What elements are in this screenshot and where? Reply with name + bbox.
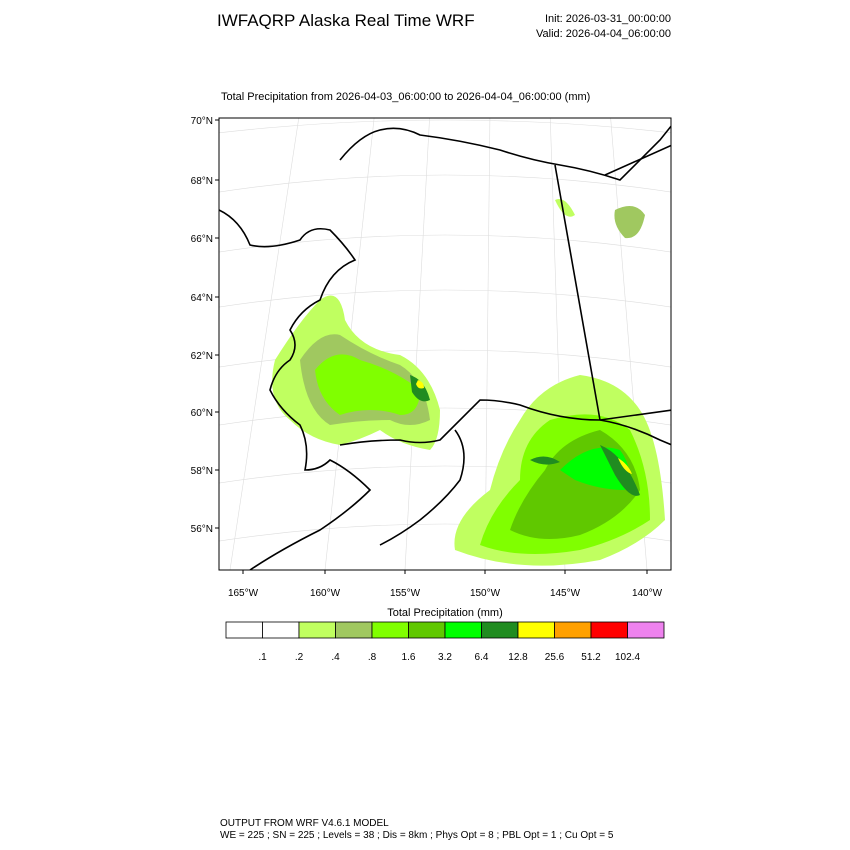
lat-label: 62°N — [191, 351, 213, 362]
colorbar-label: .2 — [295, 652, 304, 663]
lat-label: 70°N — [191, 116, 213, 127]
precipitation — [272, 199, 665, 566]
colorbar-box — [517, 621, 555, 639]
map-area — [219, 118, 671, 570]
colorbar-label: 25.6 — [545, 652, 565, 663]
axis-labels: 70°N 68°N 66°N 64°N 62°N 60°N 58°N 56°N 165°W 160… — [191, 116, 663, 599]
colorbar-label: .1 — [258, 652, 267, 663]
colorbar-label: 102.4 — [615, 652, 640, 663]
lon-label: 160°W — [310, 588, 341, 599]
lat-label: 66°N — [191, 234, 213, 245]
map-title: Total Precipitation from 2026-04-03_06:0… — [221, 91, 590, 103]
colorbar-box — [554, 621, 592, 639]
lon-label: 145°W — [550, 588, 581, 599]
colorbar-box — [225, 621, 263, 639]
colorbar-box — [590, 621, 628, 639]
colorbar-box — [262, 621, 300, 639]
lon-label: 150°W — [470, 588, 501, 599]
colorbar-box — [335, 621, 373, 639]
lon-label: 165°W — [228, 588, 259, 599]
lat-label: 60°N — [191, 408, 213, 419]
colorbar-box — [371, 621, 409, 639]
lat-label: 58°N — [191, 466, 213, 477]
lon-label: 140°W — [632, 588, 663, 599]
colorbar-label: 51.2 — [581, 652, 601, 663]
map-frame — [218, 117, 672, 571]
init-time: Init: 2026-03-31_00:00:00 — [545, 13, 671, 25]
footer-line: OUTPUT FROM WRF V4.6.1 MODEL — [220, 818, 389, 829]
main-title: IWFAQRP Alaska Real Time WRF — [217, 11, 475, 30]
colorbar-label: 12.8 — [508, 652, 528, 663]
colorbar-label: .4 — [331, 652, 340, 663]
colorbar: .1 .2 .4 .8 1.6 3.2 6.4 12.8 25.6 51.2 102.4 — [225, 621, 665, 663]
lon-label: 155°W — [390, 588, 421, 599]
colorbar-label: .8 — [368, 652, 377, 663]
colorbar-box — [481, 621, 519, 639]
colorbar-label: 1.6 — [402, 652, 416, 663]
colorbar-box — [408, 621, 446, 639]
valid-time: Valid: 2026-04-04_06:00:00 — [536, 28, 671, 40]
colorbar-box — [298, 621, 336, 639]
lat-label: 64°N — [191, 293, 213, 304]
footer-line: WE = 225 ; SN = 225 ; Levels = 38 ; Dis … — [220, 830, 614, 841]
colorbar-title: Total Precipitation (mm) — [387, 607, 503, 619]
colorbar-box — [627, 621, 665, 639]
colorbar-label: 6.4 — [475, 652, 489, 663]
coastline — [219, 124, 671, 570]
lat-label: 68°N — [191, 176, 213, 187]
colorbar-label: 3.2 — [438, 652, 452, 663]
lat-label: 56°N — [191, 524, 213, 535]
colorbar-box — [444, 621, 482, 639]
